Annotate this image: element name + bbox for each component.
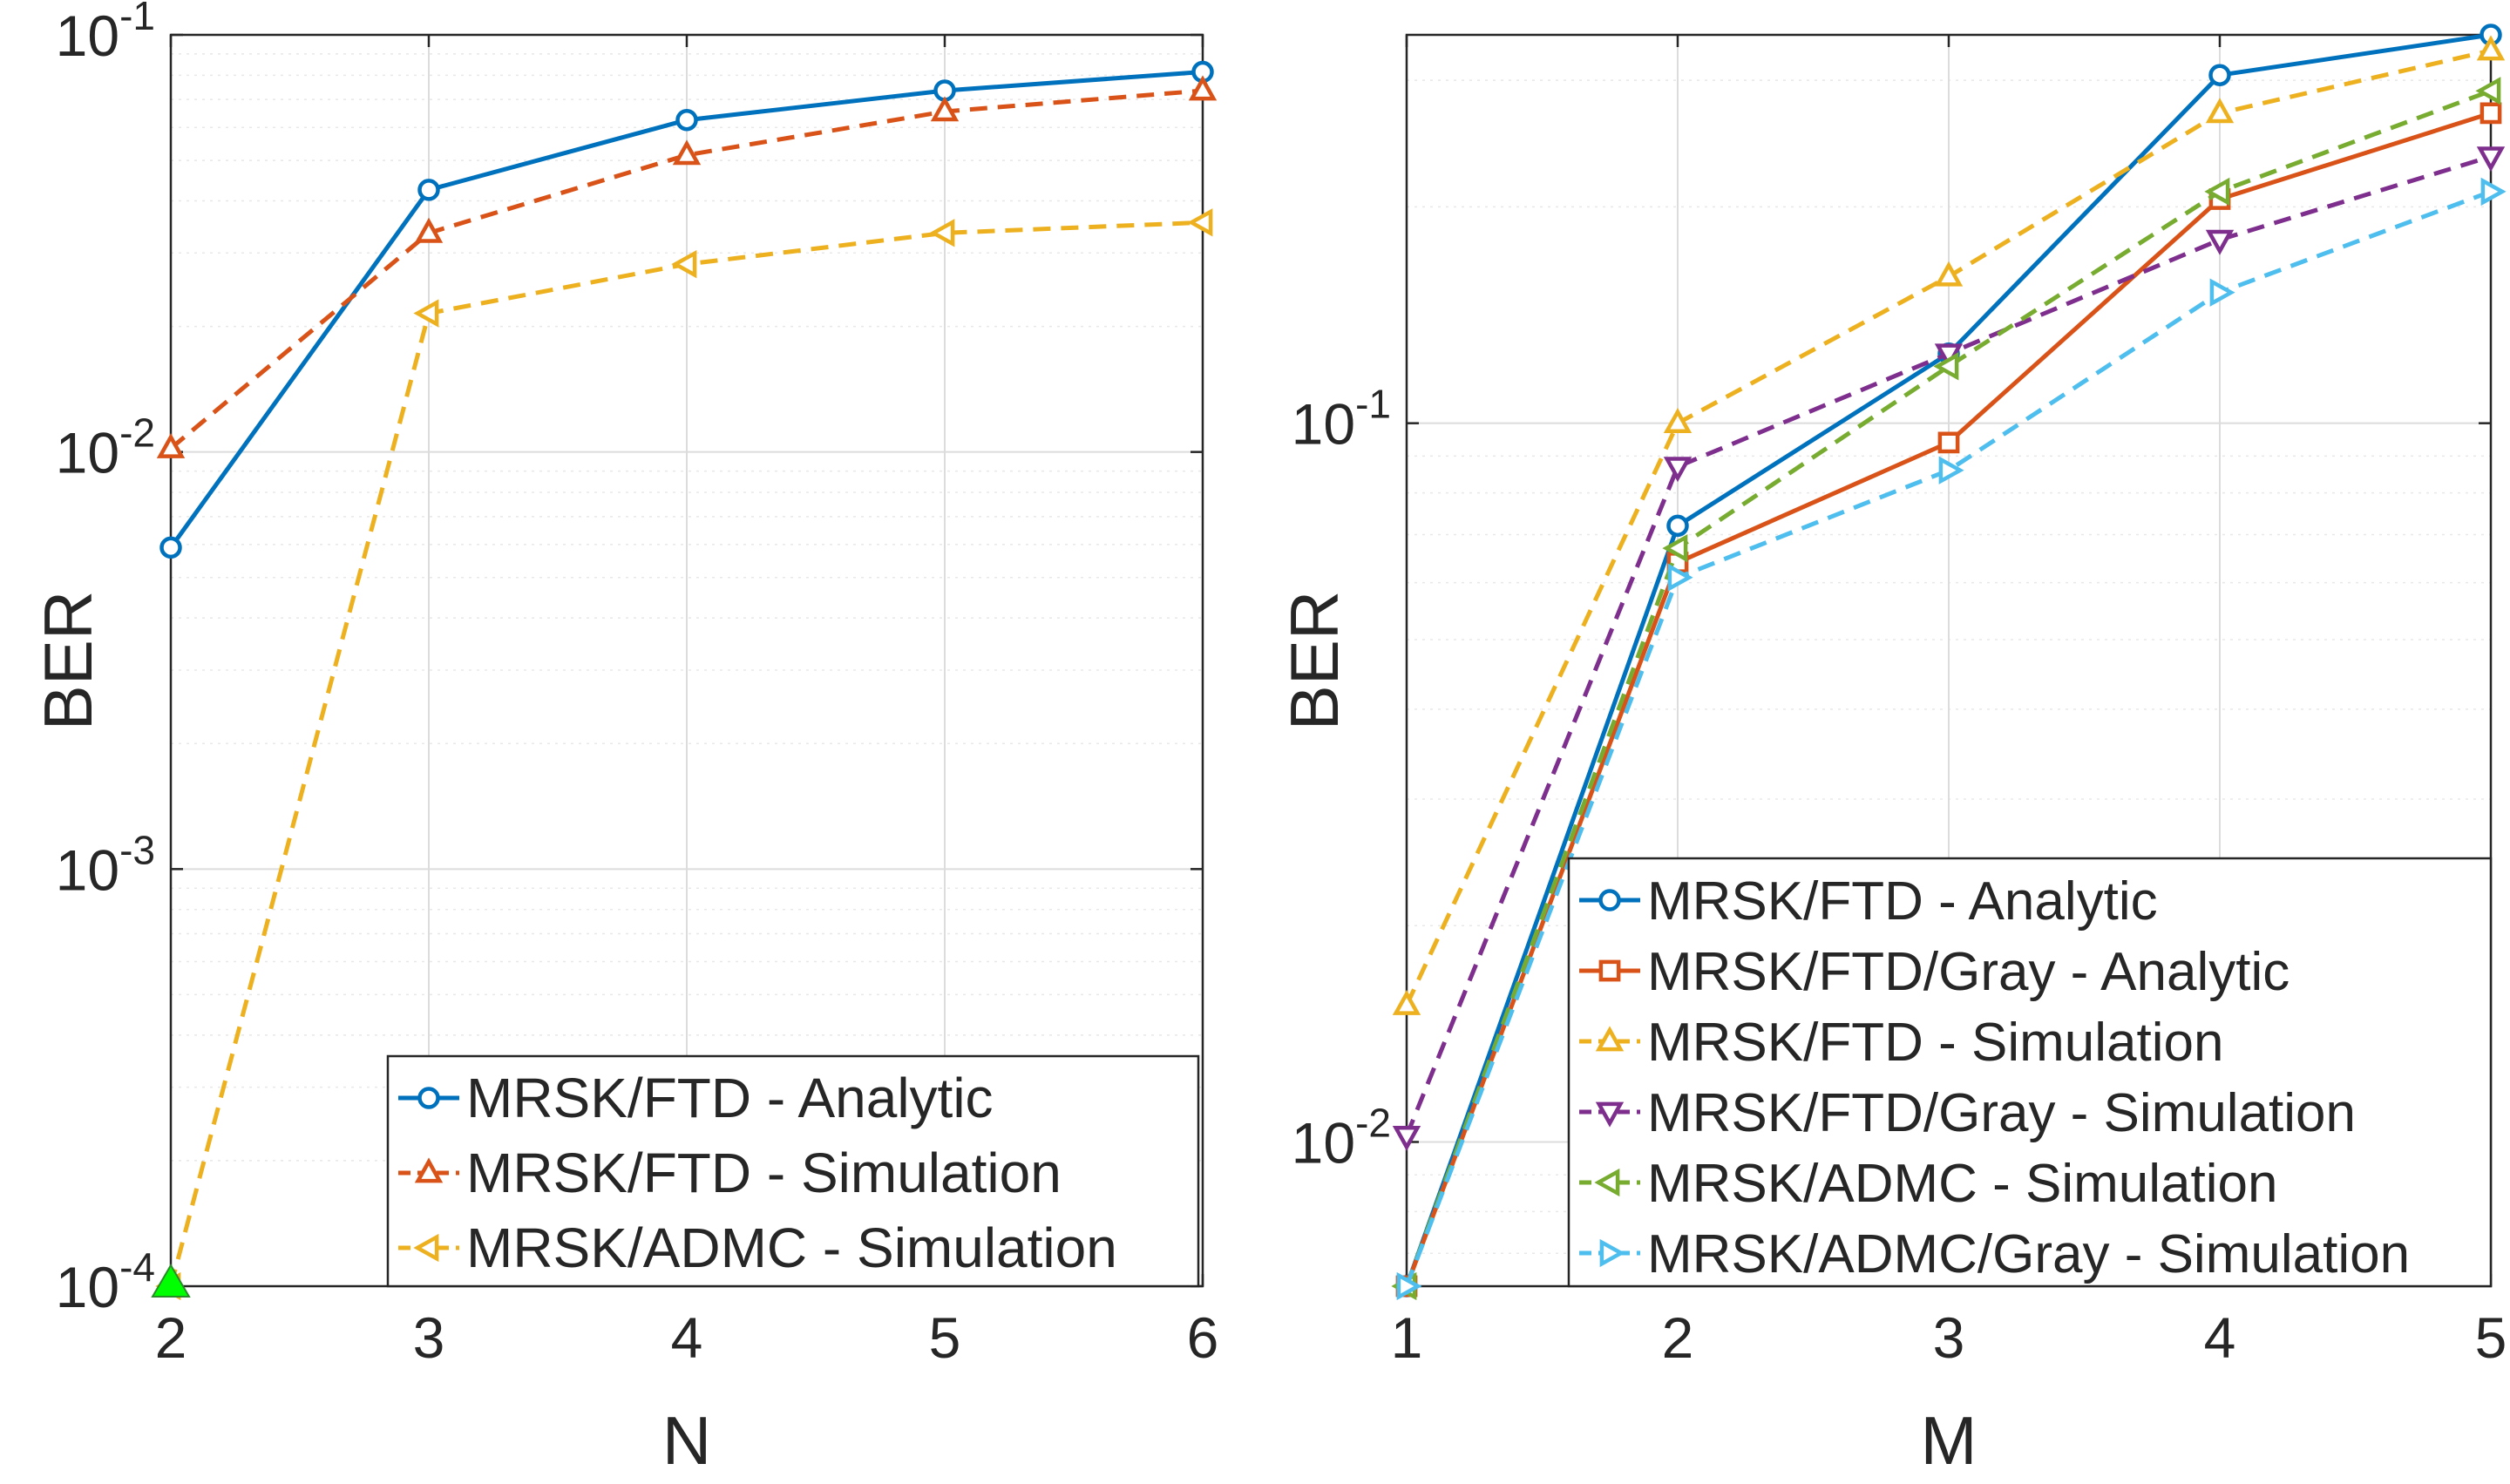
chart-1-y-tick-label: 10-1: [56, 0, 155, 68]
chart-2-legend-item: MRSK/FTD/Gray - Simulation: [1579, 1083, 2356, 1143]
chart-1-series-mrsk-admc-simulation-point-6: [1187, 208, 1213, 237]
chart-2-y-axis-label: BER: [1276, 591, 1353, 730]
chart-1-legend-label: MRSK/FTD - Simulation: [466, 1142, 1062, 1204]
chart-1-series-mrsk-admc-simulation-point-4: [671, 249, 697, 279]
chart-2-series-mrsk-admc-simulation-point-2: [1662, 533, 1688, 563]
chart-1-series-mrsk-admc-simulation-point-5: [929, 219, 955, 247]
chart-1-legend: MRSK/FTD - Analytic MRSK/FTD - Simulation…: [386, 1054, 1200, 1288]
chart-2-series-mrsk-ftd-gray-simulation-point-5: [2476, 146, 2506, 173]
chart-2-legend-marker: [1594, 1168, 1620, 1197]
chart-2-series-mrsk-admc-gray-simulation-point-4: [2209, 278, 2235, 307]
chart-1-annotation-marker: [151, 1264, 191, 1298]
chart-1-series-mrsk-ftd-analytic-point-2: [159, 536, 182, 559]
chart-2-series-mrsk-ftd-gray-analytic-point-5: [2479, 102, 2502, 125]
chart-2-series-mrsk-ftd-simulation-point-1: [1392, 989, 1421, 1015]
chart-2-series-mrsk-ftd-gray-simulation-point-4: [2205, 229, 2235, 255]
chart-1-legend-label: MRSK/FTD - Analytic: [466, 1067, 994, 1129]
chart-2-legend-item: MRSK/FTD/Gray - Analytic: [1579, 942, 2290, 1002]
chart-2-x-tick-label: 3: [1933, 1305, 1965, 1370]
chart-2-series-mrsk-ftd-gray-simulation-point-2: [1663, 457, 1693, 483]
chart-1-series-mrsk-ftd-simulation-point-3: [414, 217, 444, 243]
chart-1-y-tick-label: 10-4: [56, 1244, 155, 1319]
chart-2-legend-label: MRSK/ADMC - Simulation: [1647, 1154, 2277, 1214]
chart-1-legend-box: [386, 1054, 1200, 1288]
chart-1-x-tick-label: 4: [671, 1305, 703, 1370]
chart-2-series-mrsk-admc-gray-simulation: [1396, 177, 2507, 1301]
chart-1-series-mrsk-ftd-analytic-point-4: [675, 108, 698, 132]
chart-2-y-tick-label: 10-2: [1292, 1100, 1391, 1175]
chart-1-x-tick-label: 2: [155, 1305, 187, 1370]
chart-1-annotation: [151, 1264, 191, 1298]
chart-1-series-mrsk-ftd-simulation-line: [169, 88, 1204, 451]
chart-1-legend-label: MRSK/ADMC - Simulation: [466, 1216, 1117, 1279]
chart-2-series-mrsk-admc-simulation-point-4: [2204, 177, 2230, 207]
chart-1-series-mrsk-ftd-simulation-point-2: [156, 432, 186, 458]
chart-2-series-mrsk-admc-gray-simulation-point-5: [2480, 177, 2507, 207]
chart-2-legend-box: [1567, 857, 2493, 1288]
chart-1-series-mrsk-admc-simulation-point-3: [413, 299, 439, 328]
chart-1-x-tick-label: 6: [1187, 1305, 1219, 1370]
chart-1-legend-marker: [414, 1157, 444, 1183]
chart-2-legend-item: MRSK/FTD - Analytic: [1579, 871, 2158, 932]
chart-1-x-tick-label: 5: [929, 1305, 961, 1370]
chart-1-legend-item: MRSK/FTD - Analytic: [398, 1067, 994, 1129]
chart-1-series-mrsk-ftd-simulation: [156, 75, 1218, 458]
chart-1-series-mrsk-ftd-analytic: [159, 60, 1214, 559]
chart-2-legend: MRSK/FTD - Analytic MRSK/FTD/Gray - Analy…: [1567, 857, 2493, 1288]
chart-1-legend-item: MRSK/ADMC - Simulation: [398, 1216, 1117, 1279]
chart-2-x-tick-label: 5: [2475, 1305, 2507, 1370]
chart-2-legend-marker: [1598, 889, 1621, 911]
chart-2-legend-marker: [1595, 1026, 1625, 1052]
chart-1-x-tick-label: 3: [413, 1305, 445, 1370]
chart-1-legend-item: MRSK/FTD - Simulation: [398, 1142, 1062, 1204]
chart-2-legend-label: MRSK/ADMC/Gray - Simulation: [1647, 1224, 2410, 1284]
chart-2-legend-marker: [1599, 1238, 1625, 1268]
chart-2-series-mrsk-ftd-simulation-point-4: [2205, 98, 2235, 124]
chart-2-series-mrsk-ftd-simulation-point-2: [1663, 408, 1693, 434]
chart-2-series-mrsk-ftd-gray-simulation-point-1: [1392, 1126, 1421, 1152]
chart-2-legend-item: MRSK/ADMC - Simulation: [1579, 1154, 2277, 1214]
chart-2-series-mrsk-ftd-gray-simulation: [1392, 146, 2506, 1152]
chart-2-legend-label: MRSK/FTD/Gray - Analytic: [1647, 942, 2290, 1002]
chart-1-y-axis-label: BER: [30, 591, 106, 730]
chart-2-series-mrsk-ftd-simulation-point-3: [1934, 261, 1964, 287]
chart-1-legend-marker: [417, 1087, 440, 1109]
chart-1-series-mrsk-ftd-simulation-point-4: [672, 139, 702, 166]
chart-2-legend-label: MRSK/FTD - Analytic: [1647, 871, 2158, 932]
chart-1-series-mrsk-ftd-simulation-point-6: [1188, 75, 1218, 101]
chart-1-series-mrsk-ftd-simulation-point-5: [930, 96, 960, 122]
chart-2-series-mrsk-ftd-analytic-point-4: [2208, 64, 2231, 86]
chart-2-series-mrsk-ftd-gray-analytic-point-3: [1937, 431, 1960, 454]
chart-2-series-mrsk-ftd-analytic-point-2: [1666, 514, 1689, 538]
chart-2-x-tick-label: 4: [2204, 1305, 2236, 1370]
chart-2-series-mrsk-admc-gray-simulation-line: [1404, 189, 2492, 1287]
chart-2-legend-item: MRSK/ADMC/Gray - Simulation: [1579, 1224, 2410, 1284]
chart-2-x-axis-label: M: [1921, 1402, 1977, 1479]
chart-1-series-mrsk-ftd-analytic-point-3: [417, 179, 440, 201]
chart-2-series-mrsk-admc-simulation-point-5: [2475, 77, 2501, 105]
chart-2-series-mrsk-ftd-simulation-point-5: [2476, 35, 2506, 61]
chart-2-legend-item: MRSK/FTD - Simulation: [1579, 1013, 2223, 1073]
chart-1-x-axis-label: N: [662, 1402, 711, 1479]
chart-2-legend-marker: [1598, 959, 1621, 982]
chart-2-series-mrsk-admc-simulation-point-3: [1933, 352, 1959, 381]
chart-2-series-mrsk-admc-gray-simulation-point-2: [1667, 563, 1693, 592]
chart-1: 2 3 4 5 6 10-4 10-3 10-2 10-1 N BER MRSK/FTD - Anal…: [30, 0, 1218, 1479]
chart-1-y-tick-label: 10-3: [56, 827, 155, 902]
chart-2-legend-label: MRSK/FTD/Gray - Simulation: [1647, 1083, 2356, 1143]
chart-2-x-tick-label: 2: [1662, 1305, 1694, 1370]
chart-1-legend-marker: [413, 1233, 439, 1263]
chart-2-y-tick-label: 10-1: [1292, 382, 1391, 457]
chart-2-legend-marker: [1595, 1101, 1625, 1128]
chart-1-y-tick-label: 10-2: [56, 410, 155, 485]
chart-2-legend-label: MRSK/FTD - Simulation: [1647, 1013, 2223, 1073]
chart-2-series-mrsk-admc-gray-simulation-point-1: [1396, 1271, 1422, 1301]
chart-2-series-mrsk-ftd-simulation: [1392, 35, 2506, 1015]
chart-2-series-mrsk-admc-gray-simulation-point-3: [1938, 456, 1964, 485]
chart-2-x-tick-label: 1: [1391, 1305, 1423, 1370]
